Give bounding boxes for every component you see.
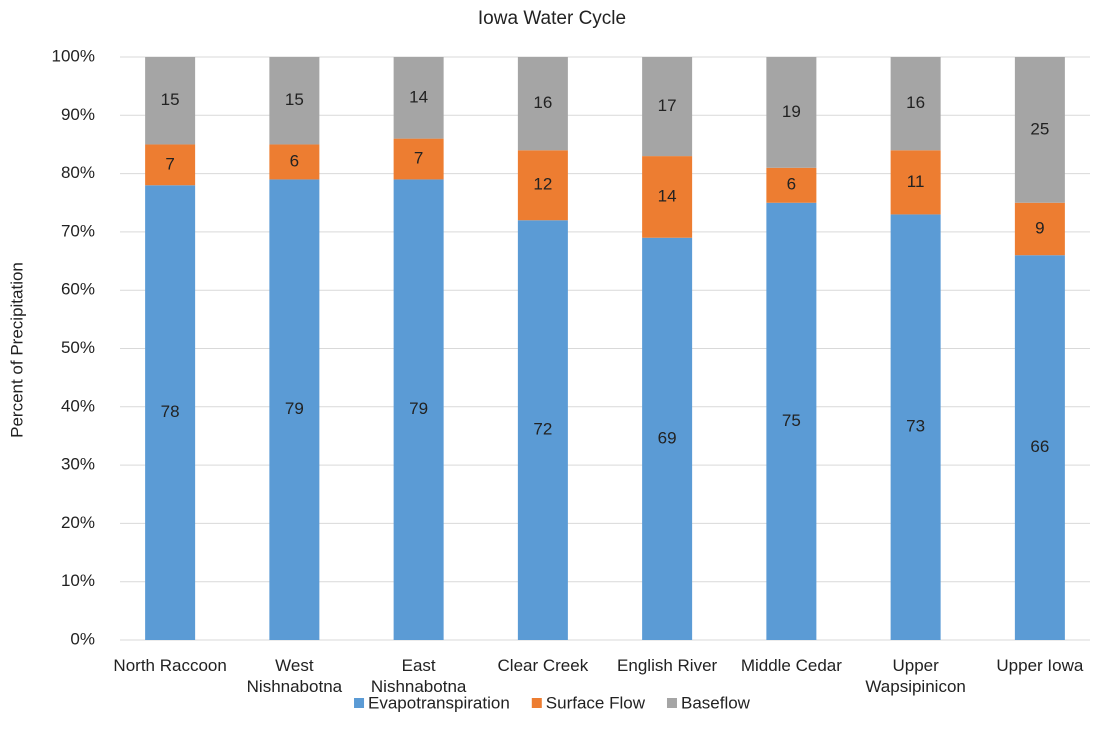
bar-segment [269,57,320,145]
bar-segment [517,220,568,641]
bar-segment [766,167,817,203]
bar-segment [1014,202,1065,256]
data-label: 11 [907,172,925,191]
legend-label: Surface Flow [546,693,646,712]
data-label: 78 [161,402,180,421]
x-tick-label: Upper Iowa [996,656,1084,675]
bar-segment [642,237,693,641]
data-label: 9 [1035,218,1044,237]
legend-label: Evapotranspiration [368,693,510,712]
legend-swatch [354,698,365,708]
y-tick-label: 80% [61,163,95,182]
y-tick-label: 10% [61,571,95,590]
legend-label: Baseflow [681,693,751,712]
data-label: 16 [533,93,552,112]
bar-segment [269,144,320,180]
data-label: 15 [161,90,180,109]
bar-segment [145,144,196,186]
data-label: 16 [906,93,925,112]
y-tick-label: 20% [61,513,95,532]
x-tick-label: East Nishnabotna [370,656,467,696]
bar-segment [642,57,693,157]
data-label: 6 [787,175,796,194]
legend-swatch [531,698,542,708]
x-tick-label: Upper Wapsipinicon [865,656,966,696]
x-tick-label: North Raccoon [113,656,227,675]
chart-title: Iowa Water Cycle [478,8,626,29]
data-label: 6 [290,151,299,170]
data-label: 14 [658,186,677,205]
data-label: 25 [1030,119,1049,138]
bar-segment [642,156,693,238]
data-label: 79 [285,399,304,418]
bar-segment [1014,57,1065,203]
y-tick-label: 40% [61,396,95,415]
data-label: 12 [533,175,552,194]
bar-segment [145,185,196,640]
data-label: 73 [906,417,925,436]
bar-segment [393,179,444,640]
y-tick-label: 50% [61,338,95,357]
y-axis-label: Percent of Precipitation [7,262,26,438]
bar-segment [269,179,320,640]
data-label: 7 [165,154,174,173]
data-label: 17 [658,96,677,115]
data-label: 72 [533,420,552,439]
bar-segment [766,202,817,640]
data-label: 19 [782,102,801,121]
bar-segment [517,150,568,221]
y-tick-label: 100% [52,46,95,65]
bar-segment [890,214,941,640]
data-label: 66 [1030,437,1049,456]
x-tick-label: West Nishnabotna [246,656,343,696]
y-tick-label: 60% [61,280,95,299]
data-label: 75 [782,411,801,430]
bar-segment [890,150,941,215]
bar-segment [890,57,941,151]
data-label: 79 [409,399,428,418]
bar-segment [1014,255,1065,640]
bar-segment [766,57,817,168]
x-tick-label: Clear Creek [497,656,589,675]
bar-segment [517,57,568,151]
bar-segment [145,57,196,145]
x-tick-label: English River [617,656,718,675]
bar-segment [393,57,444,139]
y-tick-label: 0% [70,629,95,648]
y-tick-label: 70% [61,221,95,240]
legend-swatch [666,698,677,708]
data-label: 7 [414,149,423,168]
y-tick-label: 30% [61,455,95,474]
data-label: 15 [285,90,304,109]
x-tick-label: Middle Cedar [740,656,842,675]
y-tick-label: 90% [61,105,95,124]
bar-segment [393,138,444,180]
data-label: 69 [658,428,677,447]
data-label: 14 [409,87,428,106]
